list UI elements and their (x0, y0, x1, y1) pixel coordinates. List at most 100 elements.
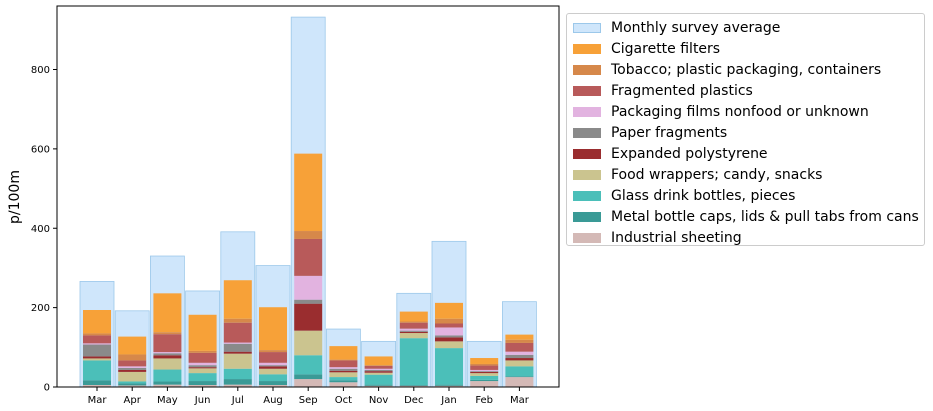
stack-segment (294, 275, 323, 300)
stack-segment (399, 385, 428, 386)
stack-segment (188, 381, 217, 386)
x-tick-label: Jan (440, 395, 456, 406)
stack-segment (435, 335, 463, 338)
stack-segment (83, 343, 111, 345)
stack-segment (223, 318, 252, 323)
legend-item: Cigarette filters (573, 38, 924, 59)
stack-segment (364, 371, 393, 373)
stack-segment (188, 385, 217, 387)
legend-swatch (573, 43, 601, 54)
stack-segment (505, 342, 534, 352)
stack-segment (329, 372, 358, 378)
stack-segment (188, 367, 217, 369)
stack-segment (223, 322, 252, 343)
y-tick-label: 800 (31, 65, 50, 76)
x-tick-label: Feb (475, 395, 493, 406)
stack-segment (505, 358, 534, 361)
y-tick-label: 400 (31, 224, 50, 235)
stack-segment (399, 311, 428, 322)
stack-segment (399, 322, 428, 329)
stack-segment (153, 352, 182, 354)
stack-segment (118, 369, 147, 372)
stack-segment (118, 366, 147, 368)
stack-segment (505, 377, 534, 387)
y-tick-label: 0 (44, 383, 50, 394)
x-tick-label: Mar (88, 395, 108, 406)
legend-label: Metal bottle caps, lids & pull tabs from… (611, 208, 919, 225)
legend-label: Fragmented plastics (611, 82, 753, 99)
x-tick-label: Oct (335, 395, 352, 406)
stack-segment (188, 373, 217, 382)
y-tick-label: 600 (31, 144, 50, 155)
legend-label: Monthly survey average (611, 19, 781, 36)
stack-segment (470, 371, 499, 374)
x-tick-label: Dec (404, 395, 423, 406)
legend-label: Food wrappers; candy, snacks (611, 166, 823, 183)
stack-segment (329, 367, 358, 369)
stack-segment (435, 327, 463, 336)
stack-segment (259, 381, 287, 386)
legend-swatch (573, 127, 601, 138)
stack-segment (153, 293, 182, 333)
legend-swatch (573, 190, 601, 201)
stack-segment (294, 379, 323, 387)
stack-segment (470, 379, 499, 382)
stack-segment (153, 381, 182, 385)
stack-segment (399, 331, 428, 334)
stack-segment (435, 323, 463, 328)
legend-item: Packaging films nonfood or unknown (573, 101, 924, 122)
legend-swatch (573, 64, 601, 75)
stack-segment (505, 339, 534, 343)
x-tick-label: Aug (263, 395, 283, 406)
y-axis-ticks: 0 200 400 600 800 (31, 65, 57, 394)
stack-segment (364, 385, 393, 387)
stack-segment (188, 352, 217, 363)
stack-segment (329, 368, 358, 371)
stack-segment (259, 368, 287, 375)
legend-label: Cigarette filters (611, 40, 721, 57)
legend-label: Industrial sheeting (611, 229, 742, 246)
stack-segment (223, 342, 252, 344)
stack-segment (188, 362, 217, 366)
x-tick-label: Apr (124, 395, 142, 406)
stack-segment (470, 373, 499, 376)
stack-segment (259, 385, 287, 387)
stack-segment (153, 358, 182, 370)
stack-segment (329, 380, 358, 383)
stack-segment (83, 358, 111, 361)
stack-segment (153, 355, 182, 359)
stack-segment (505, 376, 534, 378)
legend-item: Industrial sheeting (573, 227, 924, 248)
stack-segment (470, 363, 499, 366)
legend-label: Tobacco; plastic packaging, containers (611, 61, 882, 78)
stack-segment (294, 299, 323, 304)
legend-item: Food wrappers; candy, snacks (573, 164, 924, 185)
stack-segment (259, 350, 287, 353)
stack-segment (83, 335, 111, 344)
stack-segment (223, 384, 252, 387)
stack-segment (153, 334, 182, 353)
stack-segment (470, 375, 499, 380)
legend-label: Expanded polystyrene (611, 145, 768, 162)
stack-segment (223, 351, 252, 354)
stack-segment (435, 348, 463, 385)
stack-segment (294, 330, 323, 356)
stack-segment (153, 332, 182, 335)
stack-segment (188, 368, 217, 374)
stack-segment (259, 365, 287, 367)
legend-item: Paper fragments (573, 122, 924, 143)
legend-item: Expanded polystyrene (573, 143, 924, 164)
legend-swatch (573, 232, 601, 243)
stack-segment (153, 384, 182, 387)
stack-segment (364, 356, 393, 366)
legend-item: Metal bottle caps, lids & pull tabs from… (573, 206, 924, 227)
legend-item: Glass drink bottles, pieces (573, 185, 924, 206)
stack-segment (118, 381, 147, 384)
stack-segment (505, 366, 534, 377)
legend-swatch (573, 106, 601, 117)
x-tick-label: Jul (231, 395, 244, 406)
stack-segment (470, 358, 499, 364)
stack-segment (364, 365, 393, 366)
stack-segment (364, 374, 393, 385)
stack-segment (364, 368, 393, 370)
